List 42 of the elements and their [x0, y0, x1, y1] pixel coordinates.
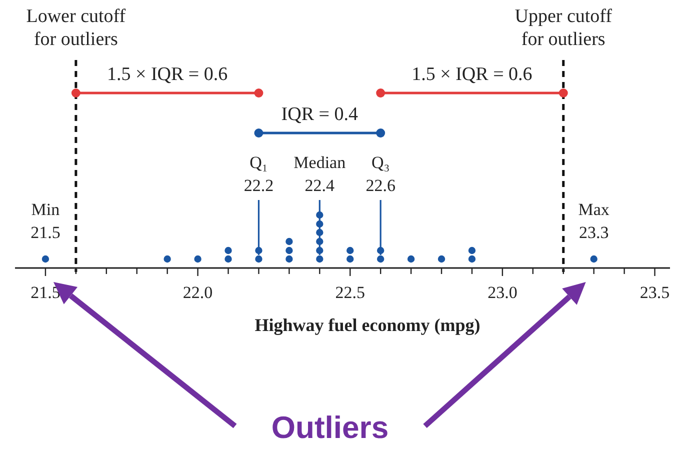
point — [316, 228, 324, 236]
point — [255, 255, 262, 263]
point — [316, 211, 324, 219]
point — [194, 255, 202, 263]
point — [286, 238, 293, 246]
ref-line-label: Q₃ 22.6 — [366, 153, 396, 195]
point — [224, 255, 232, 263]
point — [346, 246, 354, 254]
ref-line-label: Lower cutoff for outliers — [26, 6, 126, 50]
point — [286, 246, 293, 254]
point — [255, 246, 262, 254]
text: 1.5 × IQR = 0.6 — [412, 64, 532, 85]
point — [346, 255, 354, 263]
ref-line-label: Q₁ 22.2 — [244, 153, 274, 195]
annotation: Max 23.3 — [578, 200, 610, 242]
point — [468, 246, 476, 254]
text: 1.5 × IQR = 0.6 — [106, 64, 228, 85]
point — [286, 255, 293, 263]
point — [316, 220, 324, 228]
text: 22.0 — [182, 283, 213, 302]
annotation: Min 21.5 — [30, 200, 60, 242]
text: 23.0 — [488, 283, 518, 302]
point — [376, 246, 384, 254]
point — [590, 255, 598, 263]
text: IQR = 0.4 — [281, 104, 358, 125]
x-tick-label: 21.5 — [30, 283, 60, 302]
text: Outliers — [271, 410, 389, 445]
ref-line-label: Upper cutoff for outliers — [514, 6, 613, 50]
point — [224, 246, 232, 254]
point — [42, 255, 50, 263]
point — [316, 255, 324, 263]
point — [376, 255, 384, 263]
x-tick-label: 22.5 — [335, 283, 365, 302]
point — [164, 255, 171, 263]
point — [316, 246, 324, 254]
point — [316, 238, 324, 246]
point — [407, 255, 415, 263]
ref-line-label: Median 22.4 — [294, 153, 346, 195]
x-axis-title: Highway fuel economy (mpg) — [254, 315, 480, 335]
point — [468, 255, 476, 263]
x-tick-label: 23.5 — [640, 283, 670, 302]
point — [438, 255, 446, 263]
